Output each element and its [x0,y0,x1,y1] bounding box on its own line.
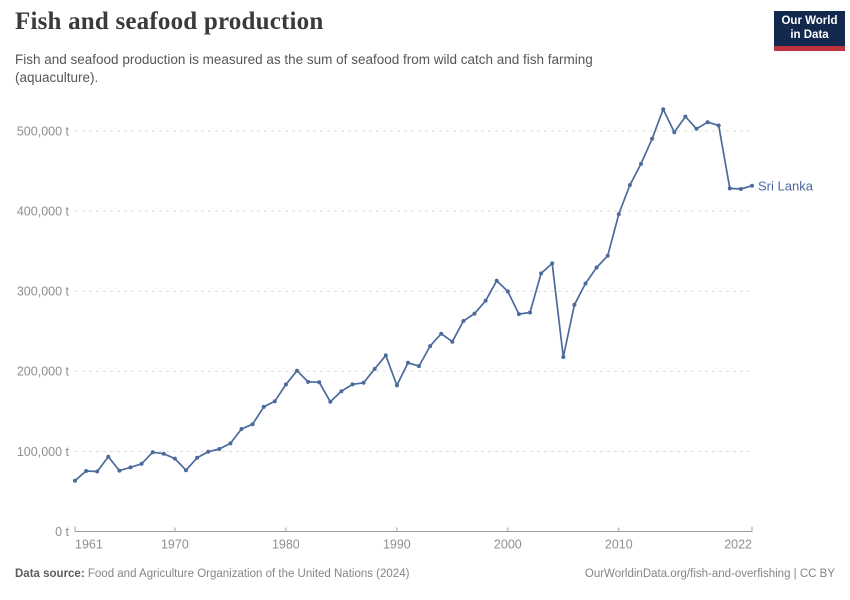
owid-logo-line1: Our World [781,14,838,27]
data-point[interactable] [117,468,122,473]
x-tick-label: 1961 [75,537,103,551]
y-tick-label: 0 t [55,525,69,539]
owid-logo[interactable]: Our World in Data [774,11,845,51]
data-point[interactable] [184,468,188,473]
data-point[interactable] [750,183,754,188]
x-tick-label: 2022 [724,537,752,551]
data-point[interactable] [95,469,100,474]
data-point[interactable] [417,364,421,369]
owid-logo-line2: in Data [790,28,829,41]
data-point[interactable] [539,271,544,276]
x-tick-label: 2000 [494,537,522,551]
data-point[interactable] [461,319,466,323]
data-point[interactable] [616,212,621,217]
y-tick-label: 400,000 t [17,204,70,218]
data-point[interactable] [528,310,532,315]
data-point[interactable] [572,302,577,307]
chart-subtitle: Fish and seafood production is measured … [15,52,593,86]
data-point[interactable] [738,187,743,191]
data-point[interactable] [306,379,311,384]
x-tick-label: 2010 [605,537,633,551]
data-source-text: Food and Agriculture Organization of the… [87,568,410,580]
data-point[interactable] [350,382,355,387]
data-point[interactable] [84,469,89,473]
data-point[interactable] [727,186,732,191]
data-point[interactable] [328,399,333,404]
data-point[interactable] [283,382,288,387]
data-point[interactable] [206,449,211,454]
data-point[interactable] [583,281,588,286]
data-point[interactable] [439,331,444,336]
data-point[interactable] [561,355,566,359]
data-point[interactable] [250,422,255,427]
data-point[interactable] [627,183,632,187]
data-point[interactable] [450,339,455,344]
y-tick-label: 500,000 t [17,124,70,138]
data-point[interactable] [172,456,177,461]
data-point[interactable] [639,161,643,166]
data-point[interactable] [106,454,111,459]
data-point[interactable] [661,107,666,112]
data-point[interactable] [295,368,299,373]
data-point[interactable] [394,383,399,388]
data-point[interactable] [694,126,699,131]
data-point[interactable] [672,130,677,135]
page-title: Fish and seafood production [15,8,324,35]
data-point[interactable] [683,114,688,119]
data-point[interactable] [139,461,144,466]
data-point[interactable] [383,353,388,358]
data-point[interactable] [505,289,510,294]
data-point[interactable] [195,455,200,460]
y-tick-label: 300,000 t [17,285,70,299]
x-tick-label: 1980 [272,537,300,551]
data-point[interactable] [705,120,710,125]
data-point[interactable] [239,427,244,431]
data-source: Data source: Food and Agriculture Organi… [15,568,409,580]
data-point[interactable] [472,311,477,316]
data-point[interactable] [406,360,410,365]
data-point[interactable] [716,123,721,128]
owid-credit-link[interactable]: OurWorldinData.org/fish-and-overfishing … [584,568,835,580]
data-point[interactable] [272,399,277,404]
data-point[interactable] [261,404,266,409]
data-point[interactable] [217,447,222,451]
y-tick-label: 100,000 t [17,445,70,459]
data-point[interactable] [605,253,610,258]
data-point[interactable] [150,450,155,455]
data-point[interactable] [516,312,521,317]
data-point[interactable] [73,478,77,483]
data-point[interactable] [228,441,233,446]
data-point[interactable] [550,261,555,266]
data-point[interactable] [594,265,599,270]
entity-label[interactable]: Sri Lanka [758,178,814,193]
x-tick-label: 1970 [161,537,189,551]
data-point[interactable] [339,389,344,394]
data-point[interactable] [128,465,133,470]
x-tick-label: 1990 [383,537,411,551]
data-point[interactable] [161,451,166,456]
data-point[interactable] [483,298,488,303]
data-source-label: Data source: [15,568,85,580]
data-point[interactable] [428,344,433,349]
data-series-line[interactable] [74,108,753,482]
data-point[interactable] [317,380,322,385]
data-point[interactable] [650,136,655,141]
data-point[interactable] [494,278,499,283]
data-point[interactable] [372,366,377,371]
y-tick-label: 200,000 t [17,365,70,379]
data-point[interactable] [361,380,366,385]
